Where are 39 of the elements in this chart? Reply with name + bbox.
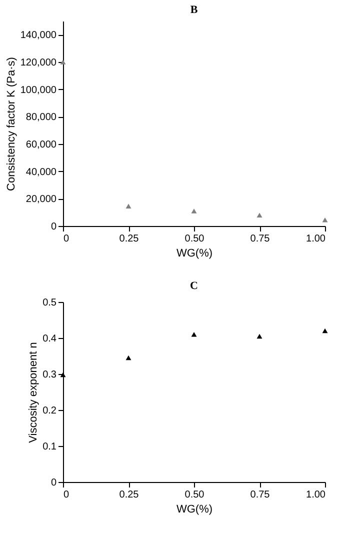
point <box>60 60 66 64</box>
x-tick-label: 0.75 <box>250 234 270 244</box>
point <box>256 212 262 218</box>
y-tick-label: 140,000 <box>20 30 57 42</box>
y-tick-label: 0.2 <box>42 406 57 416</box>
y-tick-label: 100,000 <box>20 84 57 96</box>
point <box>60 372 66 378</box>
x-tick-label: 0.25 <box>119 234 140 244</box>
y-tick-label: 0.5 <box>42 298 57 308</box>
chart-title: B <box>190 4 198 16</box>
x-tick-label: 0.75 <box>250 490 270 500</box>
x-axis-title: WG(%) <box>176 504 213 516</box>
y-tick-label: 20,000 <box>26 194 57 206</box>
chart-title: C <box>190 280 198 292</box>
y-tick-label: 0 <box>50 478 57 488</box>
y-tick-label: 80,000 <box>26 112 57 124</box>
point <box>191 332 197 337</box>
x-tick-label: 1.00 <box>306 490 326 500</box>
point <box>191 208 197 214</box>
x-tick-label: 0 <box>64 234 70 244</box>
point <box>322 328 328 334</box>
y-tick-label: 60,000 <box>26 140 57 150</box>
point <box>256 334 262 339</box>
x-tick-label: 0.50 <box>184 490 205 500</box>
y-tick-label: 0 <box>50 222 57 232</box>
point <box>126 355 132 360</box>
y-tick-label: 0.1 <box>42 442 57 452</box>
x-tick-label: 0.50 <box>184 234 205 244</box>
y-axis-title: Viscosity exponent n <box>28 342 40 443</box>
y-tick-label: 0.4 <box>42 334 57 344</box>
x-tick-label: 1.00 <box>306 234 326 244</box>
y-tick-label: 40,000 <box>26 166 57 178</box>
y-tick-label: 120,000 <box>20 58 57 68</box>
point <box>126 204 132 209</box>
x-tick-label: 0 <box>64 490 70 500</box>
y-tick-label: 0.3 <box>42 370 57 380</box>
y-axis-title: Consistency factor K (Pa·s) <box>5 57 18 191</box>
x-axis-title: WG(%) <box>176 248 213 260</box>
x-tick-label: 0.25 <box>119 490 140 500</box>
